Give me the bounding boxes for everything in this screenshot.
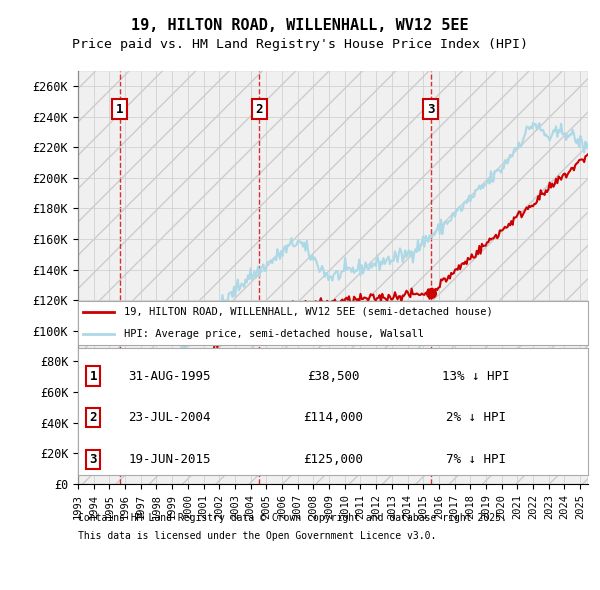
Text: 2: 2 (256, 103, 263, 116)
Text: This data is licensed under the Open Government Licence v3.0.: This data is licensed under the Open Gov… (78, 531, 436, 541)
Text: 1: 1 (89, 369, 97, 382)
Text: 1: 1 (116, 103, 124, 116)
Text: 2: 2 (89, 411, 97, 424)
Text: £125,000: £125,000 (303, 453, 363, 466)
Text: 23-JUL-2004: 23-JUL-2004 (128, 411, 211, 424)
Text: £38,500: £38,500 (307, 369, 359, 382)
Text: 3: 3 (89, 453, 97, 466)
Text: 19-JUN-2015: 19-JUN-2015 (128, 453, 211, 466)
Text: 19, HILTON ROAD, WILLENHALL, WV12 5EE: 19, HILTON ROAD, WILLENHALL, WV12 5EE (131, 18, 469, 32)
Text: 2% ↓ HPI: 2% ↓ HPI (446, 411, 506, 424)
Text: 19, HILTON ROAD, WILLENHALL, WV12 5EE (semi-detached house): 19, HILTON ROAD, WILLENHALL, WV12 5EE (s… (124, 307, 493, 317)
Text: 13% ↓ HPI: 13% ↓ HPI (442, 369, 509, 382)
Text: Contains HM Land Registry data © Crown copyright and database right 2025.: Contains HM Land Registry data © Crown c… (78, 513, 507, 523)
Text: £114,000: £114,000 (303, 411, 363, 424)
Text: 7% ↓ HPI: 7% ↓ HPI (446, 453, 506, 466)
Text: Price paid vs. HM Land Registry's House Price Index (HPI): Price paid vs. HM Land Registry's House … (72, 38, 528, 51)
Text: 3: 3 (427, 103, 434, 116)
Text: 31-AUG-1995: 31-AUG-1995 (128, 369, 211, 382)
Text: HPI: Average price, semi-detached house, Walsall: HPI: Average price, semi-detached house,… (124, 329, 424, 339)
